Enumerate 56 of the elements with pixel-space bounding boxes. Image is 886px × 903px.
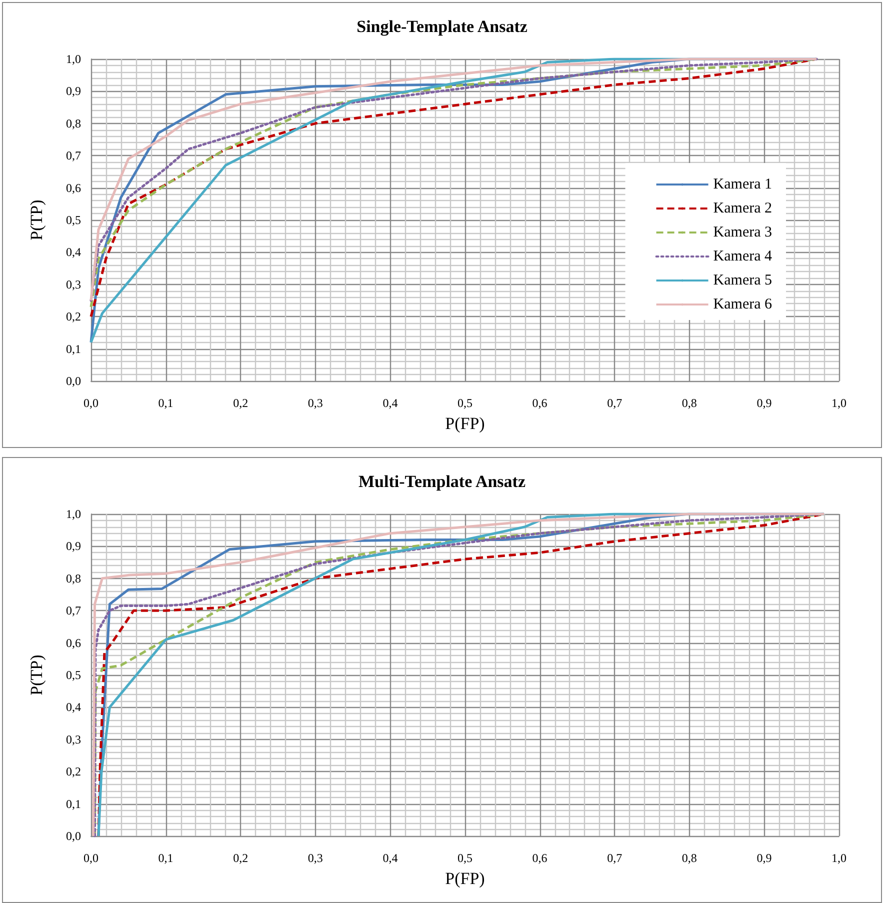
x-tick-label: 0,7 <box>607 851 622 865</box>
y-tick-label: 0,1 <box>66 342 81 356</box>
y-tick-label: 0,9 <box>66 539 81 554</box>
y-tick-label: 0,8 <box>66 571 81 586</box>
y-axis-title: P(TP) <box>27 200 46 240</box>
chart-title: Multi-Template Ansatz <box>358 472 526 491</box>
y-tick-label: 0,5 <box>66 668 81 682</box>
x-tick-label: 1,0 <box>832 396 846 410</box>
x-tick-label: 0,0 <box>84 396 98 410</box>
y-tick-label: 0,6 <box>66 180 81 195</box>
x-tick-label: 0,5 <box>458 396 472 410</box>
x-tick-label: 0,8 <box>682 396 697 410</box>
y-tick-label: 0,0 <box>66 374 81 388</box>
x-tick-label: 1,0 <box>832 851 846 865</box>
x-tick-label: 0,4 <box>382 851 398 865</box>
y-tick-label: 1,0 <box>66 52 81 66</box>
y-tick-label: 0,4 <box>66 700 81 714</box>
x-tick-label: 0,3 <box>308 851 323 865</box>
x-tick-label: 0,7 <box>607 396 622 410</box>
x-tick-label: 0,9 <box>756 396 772 410</box>
y-tick-label: 0,3 <box>66 732 81 746</box>
y-tick-label: 0,4 <box>66 245 81 260</box>
y-tick-label: 0,7 <box>66 148 81 163</box>
y-axis-title: P(TP) <box>27 654 46 696</box>
x-axis-title: P(FP) <box>445 414 485 433</box>
y-tick-label: 0,7 <box>66 604 81 618</box>
x-tick-label: 0,1 <box>158 396 174 410</box>
y-tick-label: 0,5 <box>66 213 81 227</box>
y-tick-label: 0,1 <box>66 796 81 811</box>
x-tick-label: 0,3 <box>308 396 323 410</box>
y-tick-label: 0,9 <box>66 84 81 98</box>
y-tick-label: 0,0 <box>66 829 81 843</box>
y-tick-label: 0,3 <box>66 277 81 292</box>
y-tick-label: 1,0 <box>66 507 81 521</box>
legend-label: Kamera 5 <box>713 272 772 288</box>
x-tick-label: 0,6 <box>532 851 548 865</box>
x-tick-label: 0,1 <box>158 851 174 865</box>
legend-label: Kamera 4 <box>713 248 772 264</box>
x-tick-label: 0,9 <box>756 851 772 865</box>
legend-label: Kamera 3 <box>713 224 772 240</box>
y-tick-label: 0,2 <box>66 310 81 324</box>
legend-label: Kamera 2 <box>713 200 772 216</box>
x-tick-label: 0,6 <box>532 396 548 410</box>
x-tick-label: 0,0 <box>84 851 98 865</box>
x-axis-title: P(FP) <box>445 869 485 888</box>
x-tick-label: 0,8 <box>682 851 697 865</box>
y-tick-label: 0,6 <box>66 636 81 650</box>
y-tick-label: 0,2 <box>66 764 81 779</box>
chart-title: Single-Template Ansatz <box>356 17 528 36</box>
x-tick-label: 0,2 <box>233 396 248 410</box>
x-tick-label: 0,2 <box>233 851 248 865</box>
x-tick-label: 0,5 <box>458 851 472 865</box>
y-tick-label: 0,8 <box>66 116 81 130</box>
x-tick-label: 0,4 <box>382 396 398 410</box>
legend-label: Kamera 6 <box>713 296 772 312</box>
legend-label: Kamera 1 <box>713 176 772 192</box>
